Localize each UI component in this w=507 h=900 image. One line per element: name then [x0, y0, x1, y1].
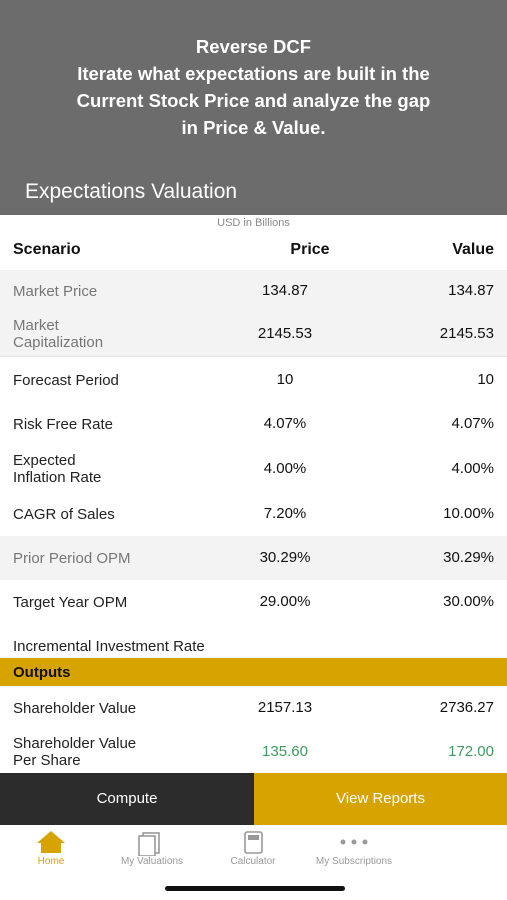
tab-label[interactable]: My Subscriptions [315, 856, 393, 867]
column-header: Scenario [13, 241, 81, 258]
unit-label: USD in Billions [217, 217, 290, 229]
price-value: 134.87 [262, 282, 308, 299]
price-value: 135.60 [262, 743, 308, 760]
header-description: in Price & Value. [181, 117, 326, 138]
home-icon [37, 831, 65, 853]
view-reports-button[interactable]: View Reports [254, 773, 507, 825]
tab-label[interactable]: Calculator [230, 856, 276, 867]
row-label: Inflation Rate [13, 469, 102, 486]
header-title: Reverse DCF [195, 36, 312, 57]
row-label: Incremental Investment Rate [13, 637, 205, 655]
table-row [0, 580, 507, 625]
price-value: 30.29% [259, 549, 311, 566]
header-description: Current Stock Price and analyze the gap [76, 90, 431, 111]
row-label: Shareholder Value [13, 699, 137, 717]
compute-button[interactable]: Compute [0, 773, 254, 825]
value-value: 30.00% [443, 593, 494, 610]
value-value: 30.29% [443, 549, 494, 566]
tab-label[interactable]: Home [37, 856, 65, 867]
value-value: 2736.27 [439, 699, 494, 716]
row-label: Market [13, 317, 59, 334]
calculator-icon [248, 835, 259, 840]
home-indicator [165, 886, 345, 891]
table-row [0, 402, 507, 447]
more-icon [362, 839, 368, 845]
more-icon [351, 839, 357, 845]
table-row [0, 492, 507, 537]
header-description: Iterate what expectations are built in t… [77, 63, 430, 84]
row-label: Per Share [13, 752, 81, 769]
table-row [0, 730, 507, 774]
value-value: 134.87 [448, 282, 494, 299]
price-value: 2157.13 [257, 699, 313, 716]
valuations-icon [138, 835, 156, 856]
value-value: 4.00% [451, 460, 494, 477]
price-value: 2145.53 [257, 325, 313, 342]
row-label: Forecast Period [13, 371, 119, 389]
row-label: CAGR of Sales [13, 505, 115, 523]
table-row [0, 686, 507, 731]
row-label: Target Year OPM [13, 593, 128, 611]
value-value: 10.00% [443, 505, 494, 522]
calculator-icon [244, 831, 263, 854]
price-value: 10 [276, 371, 294, 388]
price-value: 4.00% [263, 460, 307, 477]
row-label: Risk Free Rate [13, 415, 114, 433]
price-value: 4.07% [263, 415, 307, 432]
column-header: Value [452, 241, 494, 258]
value-value: 4.07% [451, 415, 494, 432]
value-value: 10 [477, 371, 494, 388]
value-value: 2145.53 [439, 325, 494, 342]
row-label: Prior Period OPM [13, 549, 131, 567]
outputs-title: Outputs [13, 664, 71, 681]
tab-label[interactable]: My Valuations [120, 856, 184, 867]
row-label: Expected [13, 452, 76, 469]
header [0, 0, 507, 215]
outputs-bar [0, 658, 507, 686]
section-title: Expectations Valuation [25, 180, 238, 203]
row-label: Shareholder Value [13, 735, 137, 752]
value-value: 172.00 [448, 743, 494, 760]
tab-icons [37, 831, 368, 856]
price-value: 7.20% [263, 505, 307, 522]
more-icon [340, 839, 346, 845]
table-row [0, 270, 507, 313]
price-value: 29.00% [259, 593, 311, 610]
table-row [0, 312, 507, 357]
column-header: Price [290, 241, 330, 258]
row-label: Capitalization [13, 334, 104, 351]
row-label: Market Price [13, 282, 98, 300]
